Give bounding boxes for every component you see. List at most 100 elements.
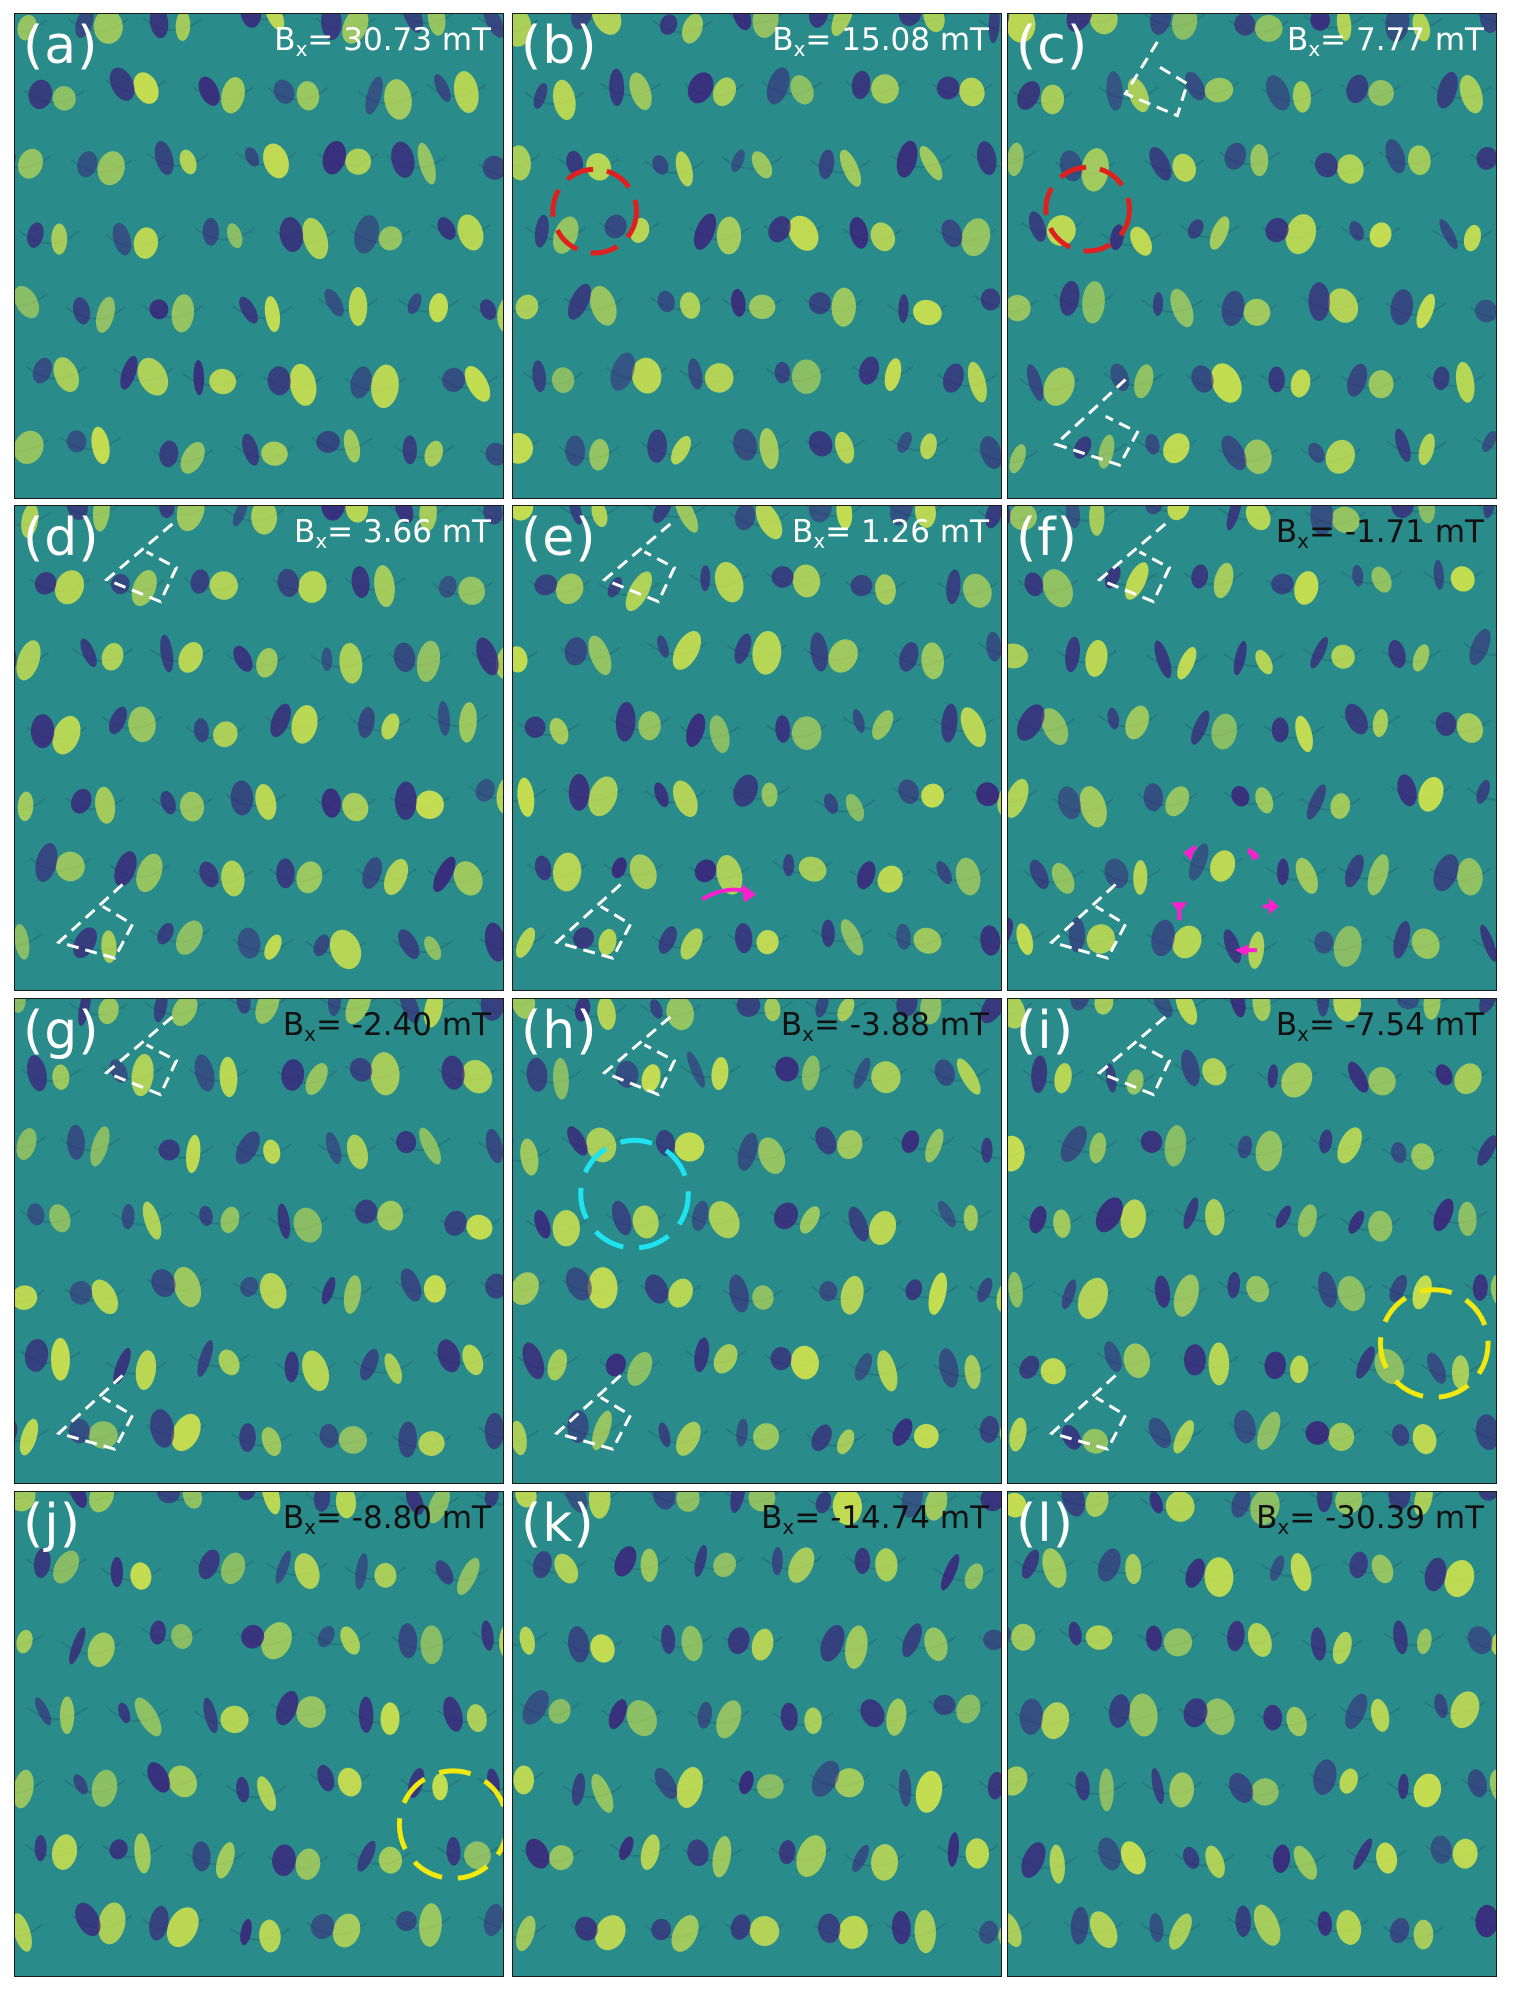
dark-lobe	[1480, 924, 1496, 962]
bright-lobe	[17, 791, 34, 822]
field-value-label: Bx= -7.54 mT	[1275, 1007, 1484, 1046]
domain-wall	[888, 437, 950, 452]
dark-lobe	[731, 149, 745, 173]
bright-lobe	[828, 639, 858, 673]
dark-lobe	[66, 430, 87, 453]
dark-lobe	[522, 1690, 549, 1725]
dark-lobe	[1237, 1135, 1253, 1159]
bright-lobe	[914, 506, 936, 528]
dark-lobe	[67, 506, 88, 520]
dark-lobe	[1068, 1621, 1082, 1646]
domain-wall	[100, 1567, 162, 1581]
microscopy-image	[1008, 14, 1496, 498]
bright-lobe	[591, 1773, 614, 1813]
bright-lobe	[424, 440, 444, 467]
dark-lobe	[1394, 428, 1411, 463]
bright-lobe	[1444, 1559, 1475, 1598]
bright-lobe	[220, 1552, 246, 1585]
bright-lobe	[798, 856, 827, 882]
dark-lobe	[154, 140, 174, 176]
dark-lobe	[1187, 219, 1204, 239]
domain-wall	[649, 296, 711, 311]
bright-lobe	[15, 430, 44, 464]
bright-lobe	[1041, 708, 1069, 746]
bright-lobe	[1246, 1275, 1270, 1303]
panel-f: (f) Bx= -1.71 mT	[1007, 505, 1497, 991]
bright-lobe	[764, 999, 781, 1022]
field-value-label: Bx= -2.40 mT	[282, 1007, 491, 1046]
bright-lobe	[1331, 644, 1355, 669]
bright-lobe	[1255, 787, 1274, 814]
bright-lobe	[672, 631, 702, 670]
bright-lobe	[716, 855, 743, 895]
bright-lobe	[168, 1765, 197, 1798]
bright-lobe	[956, 1058, 981, 1095]
bright-lobe	[466, 1704, 487, 1733]
bright-lobe	[137, 357, 169, 396]
dark-lobe	[270, 703, 291, 738]
domain-wall	[566, 1004, 628, 1019]
dark-lobe	[1314, 931, 1334, 954]
dark-lobe	[434, 74, 451, 102]
bright-lobe	[1337, 154, 1364, 184]
domain-wall	[1022, 869, 1084, 884]
dark-lobe	[1029, 1205, 1047, 1234]
domain-wall	[979, 1780, 1001, 1794]
bright-lobe	[804, 1707, 822, 1734]
bright-lobe	[453, 71, 479, 114]
domain-wall	[309, 1631, 371, 1646]
dark-lobe	[67, 1124, 85, 1160]
dark-lobe	[1231, 785, 1250, 807]
bright-lobe	[1169, 1772, 1195, 1808]
dark-lobe	[770, 1346, 792, 1371]
bright-lobe	[1255, 1130, 1283, 1172]
domain-wall	[973, 935, 1001, 950]
dark-lobe	[72, 297, 91, 325]
dark-lobe	[232, 506, 248, 527]
dark-lobe	[1106, 71, 1123, 111]
dark-lobe	[811, 1424, 832, 1452]
bright-lobe	[872, 710, 894, 740]
dark-lobe	[319, 1423, 339, 1448]
bright-lobe	[418, 1431, 445, 1456]
bright-lobe	[549, 1845, 574, 1871]
dark-lobe	[321, 647, 333, 672]
bright-lobe	[135, 1350, 157, 1390]
dark-lobe	[1308, 282, 1330, 322]
bright-lobe	[961, 218, 991, 257]
bright-lobe	[1456, 713, 1484, 743]
dark-lobe	[365, 76, 383, 115]
domain-wall	[189, 1211, 251, 1225]
bright-lobe	[1454, 1063, 1482, 1095]
domain-wall	[772, 1711, 834, 1726]
bright-lobe	[1008, 778, 1029, 818]
dark-lobe	[901, 1130, 920, 1153]
bright-lobe	[1167, 506, 1190, 521]
domain-wall	[15, 1923, 43, 1938]
dark-lobe	[1479, 999, 1496, 1014]
dark-lobe	[898, 779, 920, 804]
dark-lobe	[354, 215, 380, 254]
bright-lobe	[19, 1418, 39, 1456]
bright-lobe	[704, 363, 734, 393]
domain-wall	[973, 294, 1001, 309]
dark-lobe	[727, 1627, 750, 1655]
bright-lobe	[671, 1915, 699, 1952]
bright-lobe	[837, 1130, 863, 1160]
dark-lobe	[1152, 999, 1173, 1018]
bright-lobe	[298, 570, 327, 603]
dark-lobe	[480, 999, 503, 1021]
bright-lobe	[1009, 506, 1038, 531]
domain-wall	[15, 797, 47, 812]
domain-wall	[1145, 999, 1207, 1012]
domain-wall	[1476, 14, 1496, 23]
dark-lobe	[1315, 152, 1338, 178]
bright-lobe	[176, 920, 203, 955]
dark-lobe	[850, 574, 873, 597]
dark-lobe	[358, 1696, 374, 1733]
domain-wall	[147, 153, 209, 167]
bright-lobe	[15, 285, 40, 319]
dark-lobe	[1191, 710, 1210, 745]
bright-lobe	[1337, 1276, 1366, 1312]
dark-lobe	[1183, 1344, 1206, 1376]
